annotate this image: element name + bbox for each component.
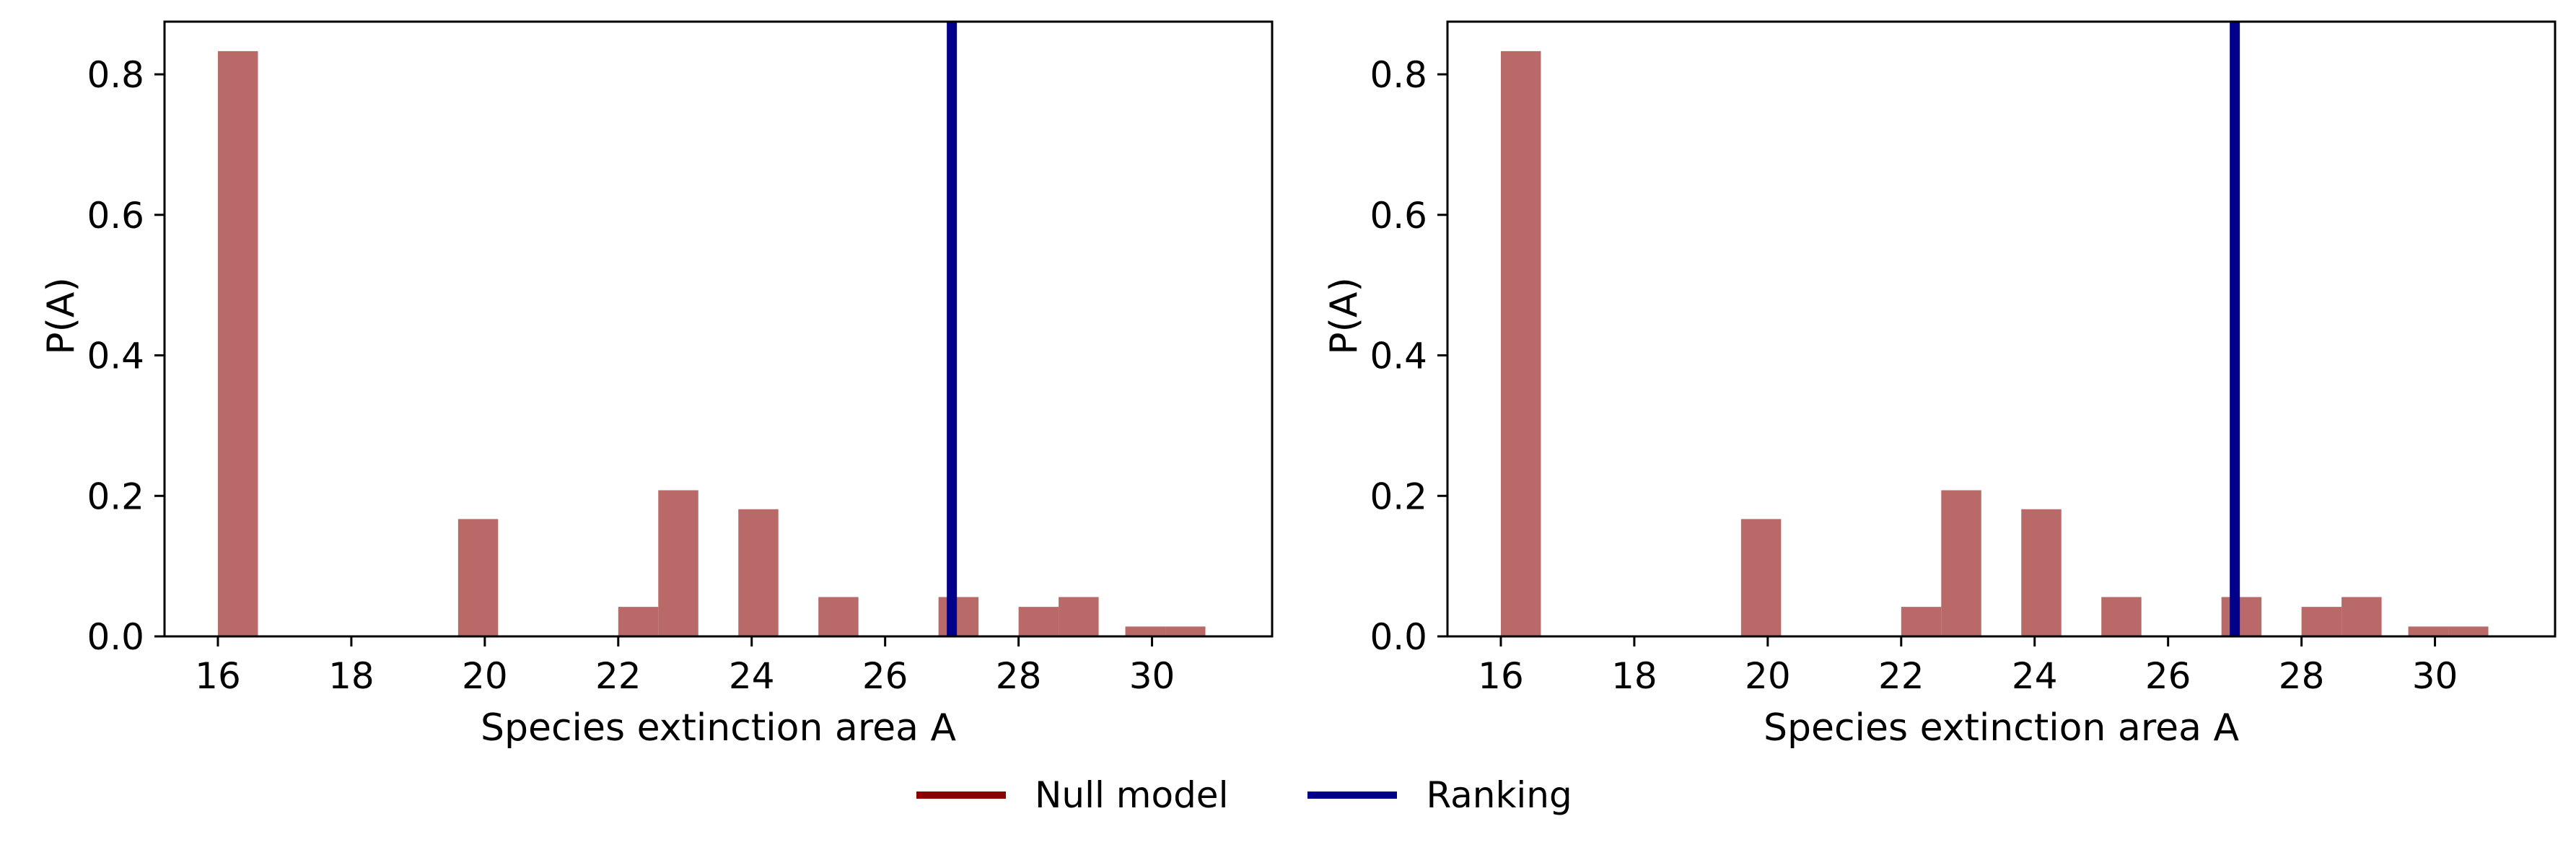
legend-swatch-null-model xyxy=(916,792,1006,799)
histogram-bar xyxy=(2408,626,2449,636)
legend-label-ranking: Ranking xyxy=(1426,774,1572,816)
x-axis-label: Species extinction area A xyxy=(1764,706,2240,750)
histogram-bar xyxy=(1740,519,1782,636)
x-tick-label: 20 xyxy=(1745,655,1791,697)
x-tick-label: 26 xyxy=(862,655,908,697)
x-tick-label: 16 xyxy=(195,655,241,697)
x-tick-label: 22 xyxy=(595,655,641,697)
x-tick-label: 22 xyxy=(1878,655,1924,697)
x-tick-label: 28 xyxy=(2279,655,2325,697)
x-tick-label: 16 xyxy=(1478,655,1524,697)
histogram-bar xyxy=(1059,597,1099,636)
histogram-bar xyxy=(738,509,779,636)
histogram-bar xyxy=(938,597,979,636)
axes-frame xyxy=(163,20,1274,638)
histogram-bar xyxy=(1165,626,1206,636)
y-tick-label: 0.8 xyxy=(1370,54,1427,96)
legend-item-ranking: Ranking xyxy=(1307,777,1572,813)
histogram-bar xyxy=(2301,607,2342,636)
x-tick-label: 30 xyxy=(1129,655,1175,697)
x-tick-label: 18 xyxy=(328,655,374,697)
histogram-bar xyxy=(2221,597,2262,636)
histogram-bar xyxy=(1941,490,1981,636)
x-tick-label: 24 xyxy=(2012,655,2058,697)
y-tick-label: 0.2 xyxy=(87,475,144,517)
y-axis-label: P(A) xyxy=(1323,277,1366,355)
histogram-bar xyxy=(2101,597,2142,636)
histogram-bar xyxy=(1018,607,1059,636)
y-tick-label: 0.8 xyxy=(87,54,144,96)
histogram-bar xyxy=(658,490,698,636)
y-tick-label: 0.2 xyxy=(1370,475,1427,517)
legend: Null model Ranking xyxy=(916,766,1572,824)
x-tick-label: 28 xyxy=(996,655,1042,697)
histogram-bar xyxy=(457,519,499,636)
histogram-bar xyxy=(2341,597,2382,636)
histogram-bar xyxy=(618,607,659,636)
histogram-bar xyxy=(1500,51,1541,637)
x-tick-label: 30 xyxy=(2412,655,2458,697)
legend-swatch-ranking xyxy=(1307,792,1398,799)
y-tick-label: 0.6 xyxy=(1370,195,1427,237)
y-tick-label: 0.4 xyxy=(87,336,144,377)
x-tick-label: 26 xyxy=(2145,655,2191,697)
y-tick-label: 0.6 xyxy=(87,195,144,237)
histogram-bar xyxy=(217,51,258,637)
histogram-bar xyxy=(1125,626,1166,636)
histogram-bar xyxy=(2448,626,2489,636)
y-axis-label: P(A) xyxy=(40,277,83,355)
panel-2: 16 18 20 22 24 26 28 30 0.0 0.2 0.4 0.6 0.8 Species e… xyxy=(1323,20,2557,750)
x-axis-label: Species extinction area A xyxy=(481,706,957,750)
histogram-bar xyxy=(1901,607,1942,636)
axes-frame xyxy=(1446,20,2557,638)
panel-1: 16 18 20 22 24 26 28 30 0.0 0.2 0.4 0.6 0.8 Species e… xyxy=(40,20,1274,750)
x-tick-label: 18 xyxy=(1611,655,1657,697)
x-tick-label: 24 xyxy=(729,655,775,697)
legend-label-null-model: Null model xyxy=(1035,774,1229,816)
y-tick-label: 0.0 xyxy=(87,616,144,658)
histogram-bar xyxy=(818,597,859,636)
x-tick-label: 20 xyxy=(462,655,508,697)
histogram-bar xyxy=(2021,509,2062,636)
y-tick-label: 0.4 xyxy=(1370,336,1427,377)
legend-item-null-model: Null model xyxy=(916,777,1228,813)
y-tick-label: 0.0 xyxy=(1370,616,1427,658)
